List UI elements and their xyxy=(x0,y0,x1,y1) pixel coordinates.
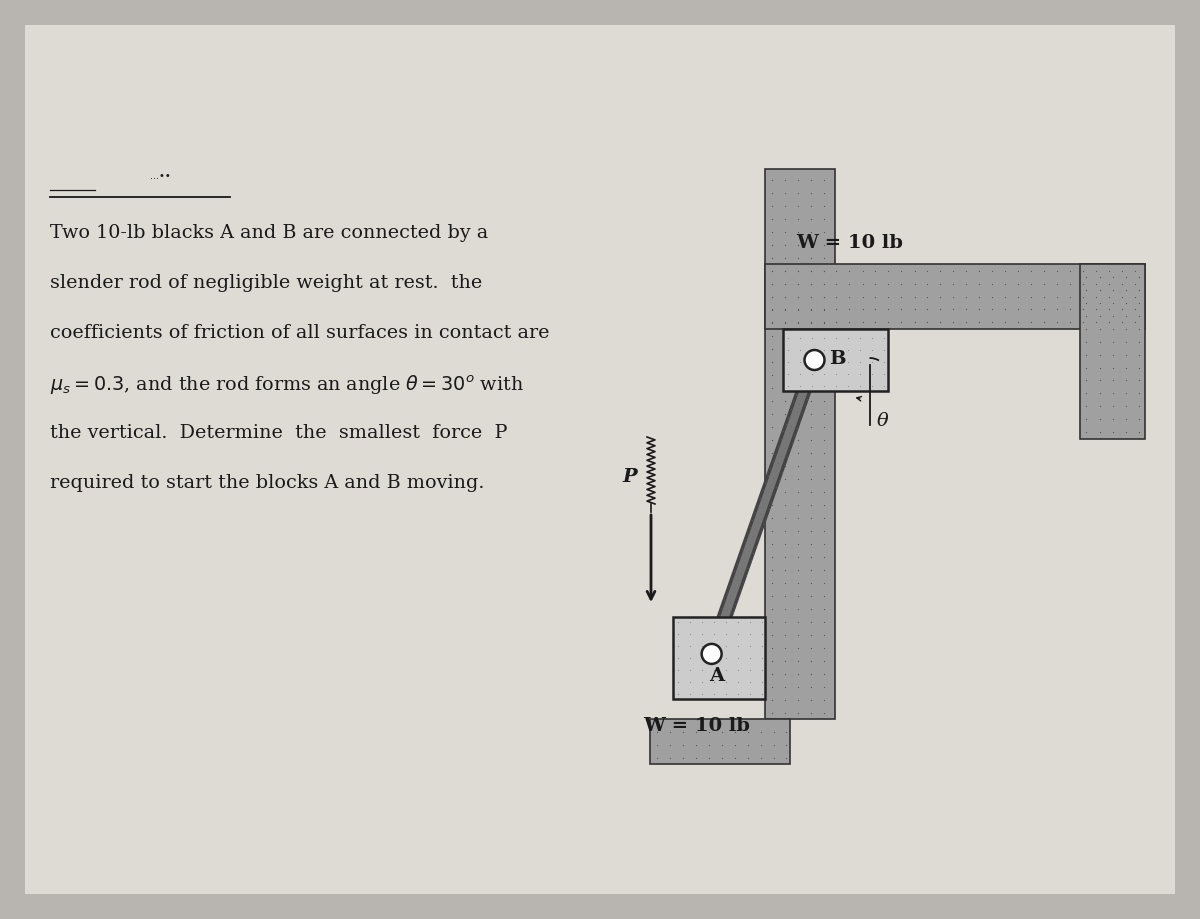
Text: θ: θ xyxy=(876,412,888,430)
Text: W = 10 lb: W = 10 lb xyxy=(796,234,902,252)
Text: coefficients of friction of all surfaces in contact are: coefficients of friction of all surfaces… xyxy=(50,324,550,342)
Text: slender rod of negligible weight at rest.  the: slender rod of negligible weight at rest… xyxy=(50,274,482,292)
Text: ...••: ...•• xyxy=(150,171,170,181)
Bar xyxy=(766,169,835,719)
Circle shape xyxy=(804,350,824,370)
Bar xyxy=(1080,264,1145,439)
Text: required to start the blocks A and B moving.: required to start the blocks A and B mov… xyxy=(50,474,485,492)
Bar xyxy=(673,617,766,699)
Bar xyxy=(782,329,888,391)
Bar xyxy=(766,264,1145,329)
Text: A: A xyxy=(709,667,725,685)
Text: P: P xyxy=(623,468,637,486)
Circle shape xyxy=(702,644,721,664)
Text: Two 10-lb blacks A and B are connected by a: Two 10-lb blacks A and B are connected b… xyxy=(50,224,488,242)
Text: B: B xyxy=(829,350,846,368)
Text: W = 10 lb: W = 10 lb xyxy=(643,717,750,735)
Text: $\mu_s = 0.3$, and the rod forms an angle $\theta = 30^o$ with: $\mu_s = 0.3$, and the rod forms an angl… xyxy=(50,374,524,397)
Text: the vertical.  Determine  the  smallest  force  P: the vertical. Determine the smallest for… xyxy=(50,424,508,442)
Bar xyxy=(650,719,790,764)
